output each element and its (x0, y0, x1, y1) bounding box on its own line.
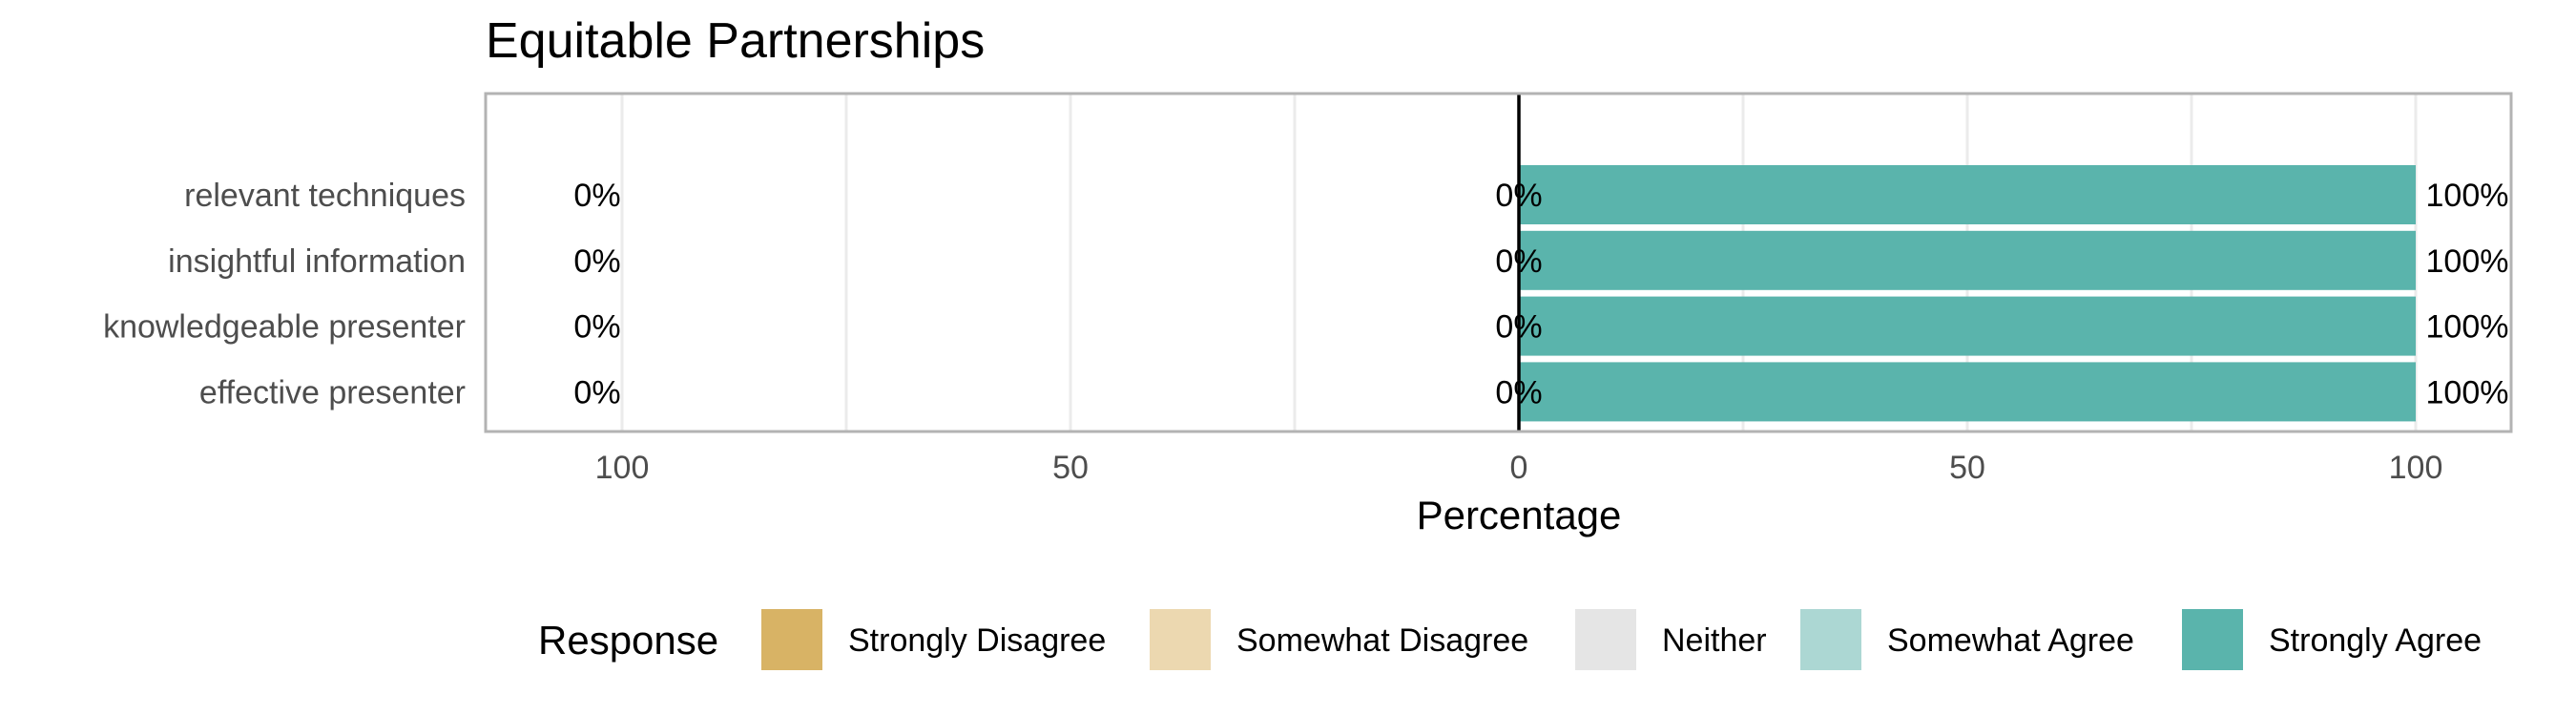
category-labels: relevant techniques insightful informatio… (103, 178, 466, 411)
data-label-left-2: 0% (573, 309, 620, 346)
chart-title: Equitable Partnerships (486, 13, 985, 69)
legend-key-1 (1148, 607, 1213, 672)
legend-label-0: Strongly Disagree (848, 622, 1106, 659)
bar-3-4 (1519, 362, 2416, 422)
bars (1519, 165, 2416, 422)
category-label-2: knowledgeable presenter (103, 309, 466, 346)
data-label-center-3: 0% (1495, 374, 1542, 411)
x-tick-label-4: 100 (2389, 450, 2443, 486)
x-tick-label-1: 50 (1052, 450, 1089, 486)
category-label-1: insightful information (168, 243, 466, 280)
data-label-right-0: 100% (2426, 178, 2509, 214)
legend-key-0 (759, 607, 824, 672)
data-label-left-1: 0% (573, 243, 620, 280)
data-label-center-1: 0% (1495, 243, 1542, 280)
bar-0-4 (1519, 165, 2416, 224)
legend-label-3: Somewhat Agree (1887, 622, 2134, 659)
x-tick-label-0: 100 (595, 450, 650, 486)
x-tick-labels: 100 50 0 50 100 (595, 450, 2443, 486)
legend-key-3 (1798, 607, 1863, 672)
legend-label-1: Somewhat Disagree (1236, 622, 1528, 659)
category-label-3: effective presenter (199, 374, 466, 411)
data-label-center-2: 0% (1495, 309, 1542, 346)
legend: Response Strongly Disagree Somewhat Disagr… (538, 607, 2482, 672)
legend-key-2 (1573, 607, 1638, 672)
data-label-center-0: 0% (1495, 178, 1542, 214)
data-label-right-1: 100% (2426, 243, 2509, 280)
x-tick-label-2: 0 (1510, 450, 1528, 486)
legend-key-4 (2180, 607, 2245, 672)
category-label-0: relevant techniques (184, 178, 466, 214)
legend-title: Response (538, 618, 718, 663)
plot-border (484, 92, 2513, 433)
data-label-right-2: 100% (2426, 309, 2509, 346)
x-axis-title: Percentage (1417, 493, 1622, 537)
bar-2-4 (1519, 296, 2416, 356)
data-label-left-3: 0% (573, 374, 620, 411)
data-label-right-3: 100% (2426, 374, 2509, 411)
legend-label-2: Neither (1662, 622, 1767, 659)
x-tick-label-3: 50 (1949, 450, 1985, 486)
plot-frame (484, 92, 2513, 433)
legend-label-4: Strongly Agree (2269, 622, 2482, 659)
data-label-left-0: 0% (573, 178, 620, 214)
data-labels: 0% 0% 100% 0% 0% 100% 0% 0% 100% 0% 0% 100% (573, 178, 2508, 411)
bar-1-4 (1519, 230, 2416, 290)
